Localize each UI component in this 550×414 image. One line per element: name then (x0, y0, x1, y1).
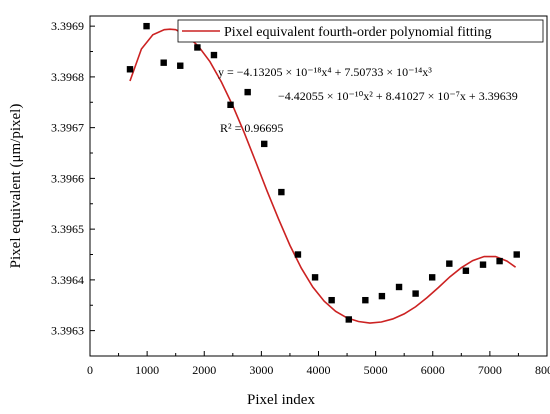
data-point (143, 22, 150, 30)
data-point (126, 66, 134, 73)
data-point (244, 88, 251, 96)
r-squared-label: R² = 0.96695 (220, 121, 283, 135)
data-point (378, 292, 386, 300)
x-tick-label: 0 (87, 363, 93, 377)
data-point (160, 59, 167, 66)
data-point (177, 62, 184, 69)
data-point (227, 101, 234, 109)
data-point (345, 316, 352, 323)
y-tick-label: 3.3968 (51, 70, 84, 84)
data-point (294, 251, 302, 258)
data-point (462, 267, 470, 274)
data-point (311, 274, 319, 281)
equation-line-1: y = −4.13205 × 10⁻¹⁸x⁴ + 7.50733 × 10⁻¹⁴… (218, 65, 432, 79)
data-point (362, 296, 369, 304)
y-tick-label: 3.3963 (51, 324, 84, 338)
legend: Pixel equivalent fourth-order polynomial… (177, 19, 544, 43)
y-tick-label: 3.3966 (51, 171, 84, 185)
data-point (395, 283, 403, 291)
x-tick-label: 5000 (364, 363, 388, 377)
y-tick-label: 3.3964 (51, 273, 84, 287)
data-point (412, 290, 419, 297)
y-tick-label: 3.3969 (51, 19, 84, 33)
data-points (126, 22, 520, 323)
x-tick-label: 8000 (535, 363, 550, 377)
data-point (428, 274, 436, 281)
x-tick-label: 6000 (421, 363, 445, 377)
data-point (496, 257, 503, 265)
y-tick-label: 3.3967 (51, 121, 84, 135)
data-point (513, 251, 520, 258)
data-point (194, 44, 201, 51)
x-axis: 0 1000 2000 3000 4000 5000 6000 7000 8000 (87, 351, 550, 377)
data-point (446, 260, 453, 267)
x-tick-label: 3000 (249, 363, 273, 377)
y-axis: 3.3963 3.3964 3.3965 3.3966 3.3967 3.3968 3.39… (51, 19, 95, 338)
x-tick-label: 2000 (192, 363, 216, 377)
data-point (261, 140, 268, 148)
x-tick-label: 1000 (135, 363, 159, 377)
data-point (278, 188, 285, 196)
legend-label: Pixel equivalent fourth-order polynomial… (224, 25, 492, 40)
data-point (328, 296, 335, 304)
y-axis-title: Pixel equivalent (μm/pixel) (8, 104, 24, 269)
x-tick-label: 7000 (478, 363, 502, 377)
x-tick-label: 4000 (307, 363, 331, 377)
y-tick-label: 3.3965 (51, 222, 84, 236)
data-point (210, 51, 218, 59)
legend-box (177, 19, 544, 43)
equation-line-2: −4.42055 × 10⁻¹⁰x² + 8.41027 × 10⁻⁷x + 3… (278, 89, 518, 103)
data-point (479, 261, 487, 268)
x-axis-title: Pixel index (247, 392, 315, 408)
